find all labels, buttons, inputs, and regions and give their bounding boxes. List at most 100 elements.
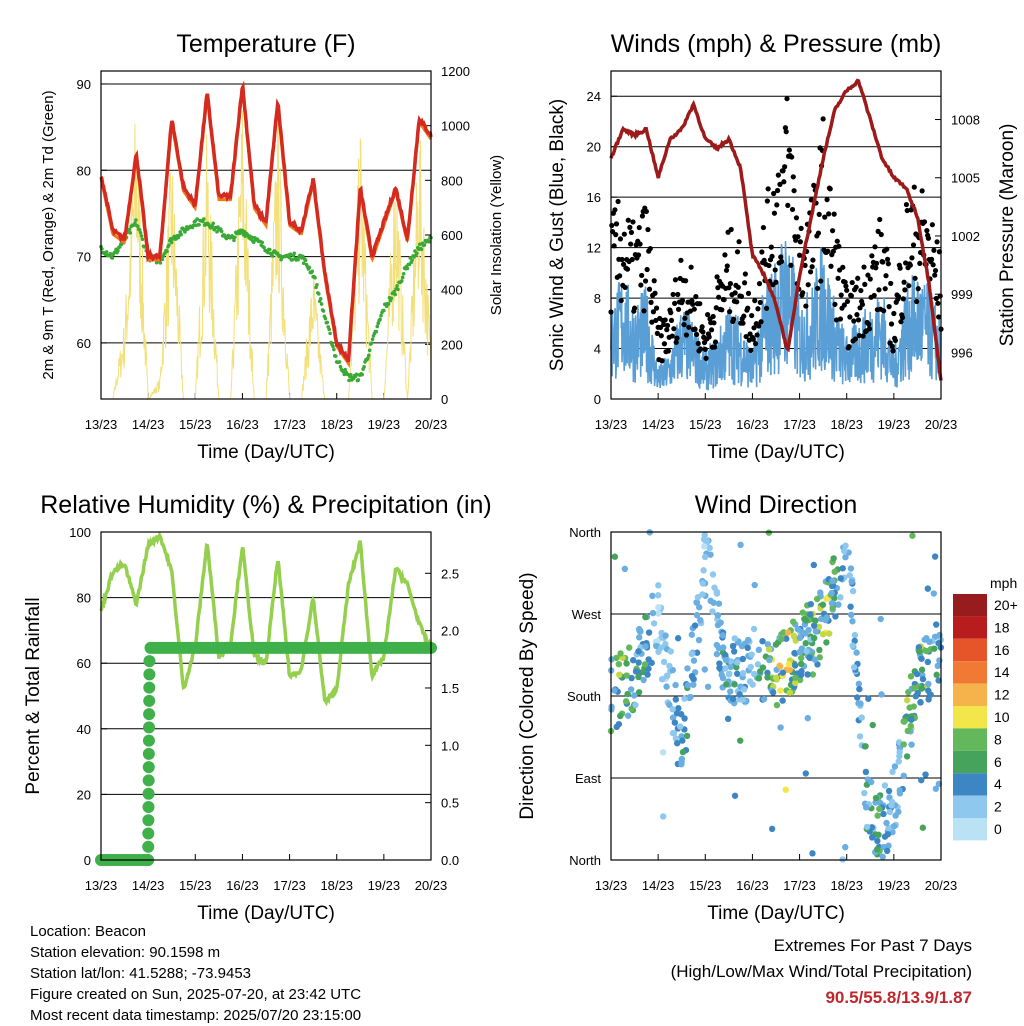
wind-direction-point [839, 565, 846, 572]
wind-direction-point [617, 712, 624, 720]
wind-direction-point [667, 648, 674, 655]
wind-direction-point [826, 630, 833, 637]
gust-point [687, 308, 693, 314]
gust-point [936, 314, 942, 320]
wind-direction-point [719, 632, 727, 639]
gust-point [757, 299, 763, 306]
wind-direction-point [660, 658, 668, 666]
gust-point [882, 286, 888, 292]
wind-direction-point [932, 785, 940, 792]
wind-direction-point [799, 629, 806, 636]
gust-point [734, 299, 740, 305]
gust-point [642, 278, 649, 284]
gust-point [683, 278, 689, 284]
dewpoint-point [379, 313, 383, 318]
x-tick-label: 20/23 [415, 417, 448, 432]
wind-direction-point [829, 577, 836, 585]
dewpoint-point [290, 257, 295, 262]
wind-direction-point [659, 749, 667, 756]
gust-point [738, 293, 745, 299]
gust-point [766, 262, 772, 269]
gust-point [745, 290, 752, 296]
gust-point [832, 301, 838, 307]
wind-direction-point [919, 675, 927, 683]
wind-direction-point [856, 733, 864, 740]
wind-direction-point [807, 600, 815, 608]
wind-direction-point [797, 660, 805, 668]
plot-border [610, 531, 942, 861]
dewpoint-point [327, 327, 331, 332]
x-tick-label: 20/23 [925, 417, 958, 432]
dewpoint-point [169, 240, 174, 245]
wind-direction-point [803, 648, 810, 655]
y-tick-label: 12 [587, 241, 601, 256]
gust-point [872, 244, 878, 250]
wind-direction-point [935, 677, 942, 684]
wind-direction-point [819, 631, 827, 638]
y-right-tick-label: 1.5 [441, 681, 459, 696]
wind-direction-point [796, 648, 804, 656]
gust-point [861, 264, 867, 270]
x-tick-label: 14/23 [642, 417, 675, 432]
y-right-tick-label: 0 [441, 392, 448, 407]
wind-direction-point [611, 687, 618, 694]
wind-direction-point [861, 789, 868, 797]
gust-point [613, 221, 620, 227]
dewpoint-point [395, 284, 399, 288]
dewpoint-point [260, 240, 265, 245]
wind-direction-point [679, 737, 686, 744]
wind-direction-point [649, 592, 656, 600]
wind-direction-point [777, 724, 784, 731]
wind-direction-point [764, 669, 771, 677]
dewpoint-point [219, 229, 224, 234]
wind-direction-point [849, 642, 856, 649]
gust-point [880, 259, 886, 265]
wind-direction-point [927, 691, 934, 698]
dewpoint-point [266, 250, 270, 255]
y-right-tick-label: 0.0 [441, 853, 459, 868]
wind-direction-point [623, 672, 630, 679]
gust-point [631, 305, 638, 311]
gust-point [681, 321, 687, 328]
gust-point [628, 229, 635, 236]
precip-point [143, 668, 156, 681]
gust-point [750, 336, 756, 342]
gust-point [908, 207, 914, 213]
gust-point [609, 222, 615, 229]
dewpoint-point [315, 283, 319, 287]
gust-point [860, 333, 866, 339]
gust-point [789, 154, 795, 160]
y-axis-label: 2m & 9m T (Red, Orange) & 2m Td (Green) [40, 90, 57, 379]
dewpoint-point [375, 324, 380, 329]
wind-direction-point [701, 543, 708, 550]
legend-swatch [953, 818, 987, 841]
gust-point [672, 277, 679, 283]
dewpoint-point [262, 245, 266, 250]
wind-direction-point [842, 554, 849, 561]
wind-direction-point [733, 663, 740, 671]
wind-direction-point [671, 719, 679, 726]
gust-point [661, 321, 667, 328]
wind-direction-point [691, 622, 699, 629]
y-axis-label: Percent & Total Rainfall [23, 597, 44, 794]
gust-point [790, 174, 796, 180]
dewpoint-point [400, 275, 405, 280]
dewpoint-point [139, 234, 144, 238]
dewpoint-point [296, 257, 300, 262]
wind-direction-point [908, 741, 915, 748]
created-text: Figure created on Sun, 2025-07-20, at 23… [30, 986, 362, 1003]
wind-direction-point [754, 661, 762, 668]
dewpoint-point [366, 356, 370, 360]
wind-direction-point [853, 649, 860, 656]
wind-direction-point [900, 772, 907, 779]
wind-direction-point [885, 787, 893, 795]
gust-point [862, 281, 868, 287]
gust-point [643, 208, 649, 215]
wind-direction-point [623, 660, 630, 667]
gust-point [659, 358, 665, 364]
gust-point [840, 264, 846, 270]
wind-direction-point [810, 622, 818, 629]
y-tick-label: 0 [84, 853, 91, 868]
wind-direction-point [779, 669, 787, 676]
wind-direction-point [857, 700, 864, 707]
